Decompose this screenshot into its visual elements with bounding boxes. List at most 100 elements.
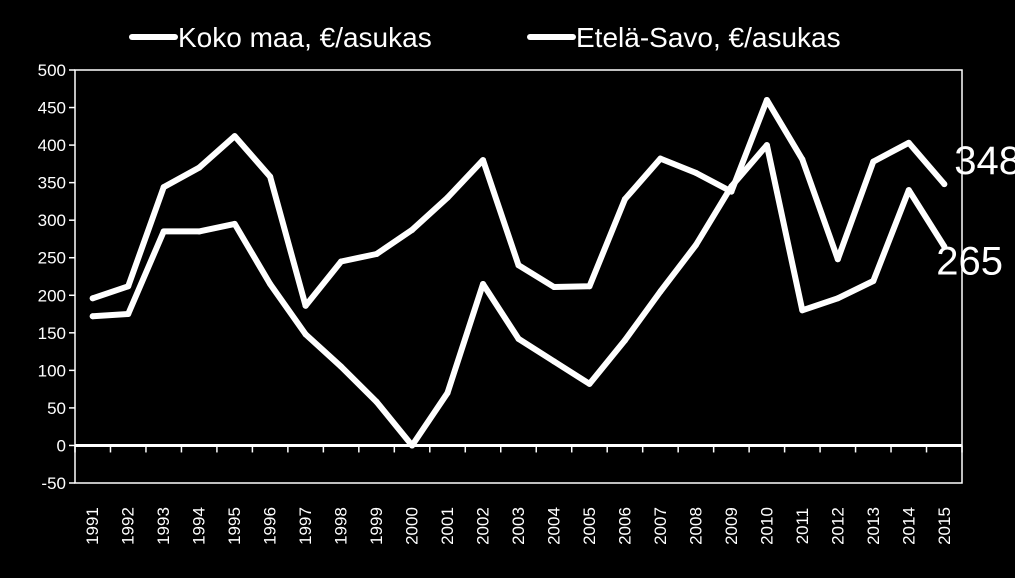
x-tick-label: 2003 (509, 507, 528, 545)
x-tick-label: 2008 (686, 507, 705, 545)
x-tick-label: 2014 (899, 507, 918, 545)
series-layer (89, 97, 948, 449)
data-point-series-1 (444, 389, 451, 396)
x-tick-label: 1999 (367, 507, 386, 545)
x-tick-label: 2010 (757, 507, 776, 545)
data-point-series-1 (870, 278, 877, 285)
data-point-series-1 (799, 307, 806, 314)
y-tick-label: 150 (38, 324, 66, 343)
x-tick-label: 2009 (722, 507, 741, 545)
x-tick-label: 1992 (119, 507, 138, 545)
data-point-series-1 (302, 331, 309, 338)
data-point-series-0 (125, 283, 132, 290)
x-tick-label: 1998 (332, 507, 351, 545)
y-tick-label: 250 (38, 249, 66, 268)
y-tick-label: 400 (38, 136, 66, 155)
x-tick-label: 1996 (261, 507, 280, 545)
data-point-series-0 (160, 184, 167, 191)
data-point-series-0 (834, 256, 841, 263)
y-tick-label: 350 (38, 174, 66, 193)
data-point-series-1 (267, 281, 274, 288)
x-tick-label: 2004 (544, 507, 563, 545)
x-tick-label: 1995 (225, 507, 244, 545)
data-point-series-0 (515, 262, 522, 269)
data-point-series-1 (338, 363, 345, 370)
x-tick-label: 2006 (615, 507, 634, 545)
plot-frame (74, 69, 963, 484)
x-tick-label: 2007 (651, 507, 670, 545)
y-tick-label: -50 (41, 474, 66, 493)
data-point-series-0 (302, 302, 309, 309)
data-point-series-0 (657, 155, 664, 162)
data-point-series-1 (160, 228, 167, 235)
x-tick-label: 1997 (296, 507, 315, 545)
data-point-series-0 (550, 284, 557, 291)
x-tick-label: 2012 (828, 507, 847, 545)
data-point-series-1 (480, 281, 487, 288)
data-point-series-1 (763, 142, 770, 149)
data-point-series-0 (799, 156, 806, 163)
x-tick-label: 1991 (83, 507, 102, 545)
data-point-series-0 (692, 169, 699, 176)
x-tick-label: 1993 (154, 507, 173, 545)
data-point-series-1 (409, 442, 416, 449)
data-point-series-0 (870, 158, 877, 165)
data-point-series-0 (338, 258, 345, 265)
data-point-series-0 (941, 181, 948, 188)
data-point-series-1 (231, 220, 238, 227)
data-point-series-0 (267, 173, 274, 180)
y-tick-label: 300 (38, 211, 66, 230)
end-labels: 348 265 (936, 139, 1015, 283)
x-tick-label: 2002 (474, 507, 493, 545)
data-point-series-1 (621, 337, 628, 344)
data-point-series-0 (905, 139, 912, 146)
y-tick-label: 500 (38, 61, 66, 80)
data-point-series-1 (550, 358, 557, 365)
legend-item-koko-maa: Koko maa, €/asukas (129, 22, 432, 53)
legend-label-koko-maa: Koko maa, €/asukas (178, 22, 432, 53)
data-point-series-1 (728, 183, 735, 190)
data-point-series-1 (586, 380, 593, 387)
y-tick-label: 100 (38, 361, 66, 380)
data-point-series-1 (692, 241, 699, 248)
data-point-series-1 (515, 335, 522, 342)
data-point-series-1 (941, 243, 948, 250)
plot-area-border (74, 69, 963, 484)
y-tick-label: 50 (47, 399, 66, 418)
legend-label-etela-savo: Etelä-Savo, €/asukas (576, 22, 841, 53)
data-point-series-0 (89, 295, 96, 302)
end-value-label-1: 265 (936, 239, 1003, 283)
x-tick-label: 1994 (190, 507, 209, 545)
y-tick-label: 0 (57, 436, 66, 455)
y-axis: -50 0 50 100 150 200 250 300 350 400 450 500 (38, 61, 75, 493)
x-tick-label: 2011 (793, 508, 812, 545)
x-axis: 1991 1992 1993 1994 1995 1996 1997 1998 1999 2000… (74, 443, 963, 545)
x-tick-label: 2000 (403, 507, 422, 545)
legend: Koko maa, €/asukas Etelä-Savo, €/asukas (129, 22, 841, 53)
data-point-series-1 (373, 398, 380, 405)
data-point-series-1 (834, 295, 841, 302)
data-point-series-1 (657, 288, 664, 295)
x-tick-label: 2013 (864, 507, 883, 545)
y-tick-label: 450 (38, 99, 66, 118)
data-point-series-0 (763, 97, 770, 104)
data-point-series-0 (586, 283, 593, 290)
y-tick-label: 200 (38, 286, 66, 305)
data-point-series-0 (621, 196, 628, 203)
data-point-series-1 (89, 313, 96, 320)
x-tick-label: 2001 (438, 507, 457, 545)
data-point-series-1 (125, 311, 132, 318)
data-point-series-0 (409, 226, 416, 233)
x-tick-label: 2015 (935, 507, 954, 545)
data-point-series-0 (231, 133, 238, 140)
data-point-series-1 (196, 228, 203, 235)
data-point-series-0 (480, 157, 487, 164)
x-tick-label: 2005 (580, 507, 599, 545)
data-point-series-1 (905, 187, 912, 194)
legend-item-etela-savo: Etelä-Savo, €/asukas (527, 22, 841, 53)
end-value-label-0: 348 (954, 139, 1015, 183)
data-point-series-0 (373, 250, 380, 257)
data-point-series-0 (196, 164, 203, 171)
